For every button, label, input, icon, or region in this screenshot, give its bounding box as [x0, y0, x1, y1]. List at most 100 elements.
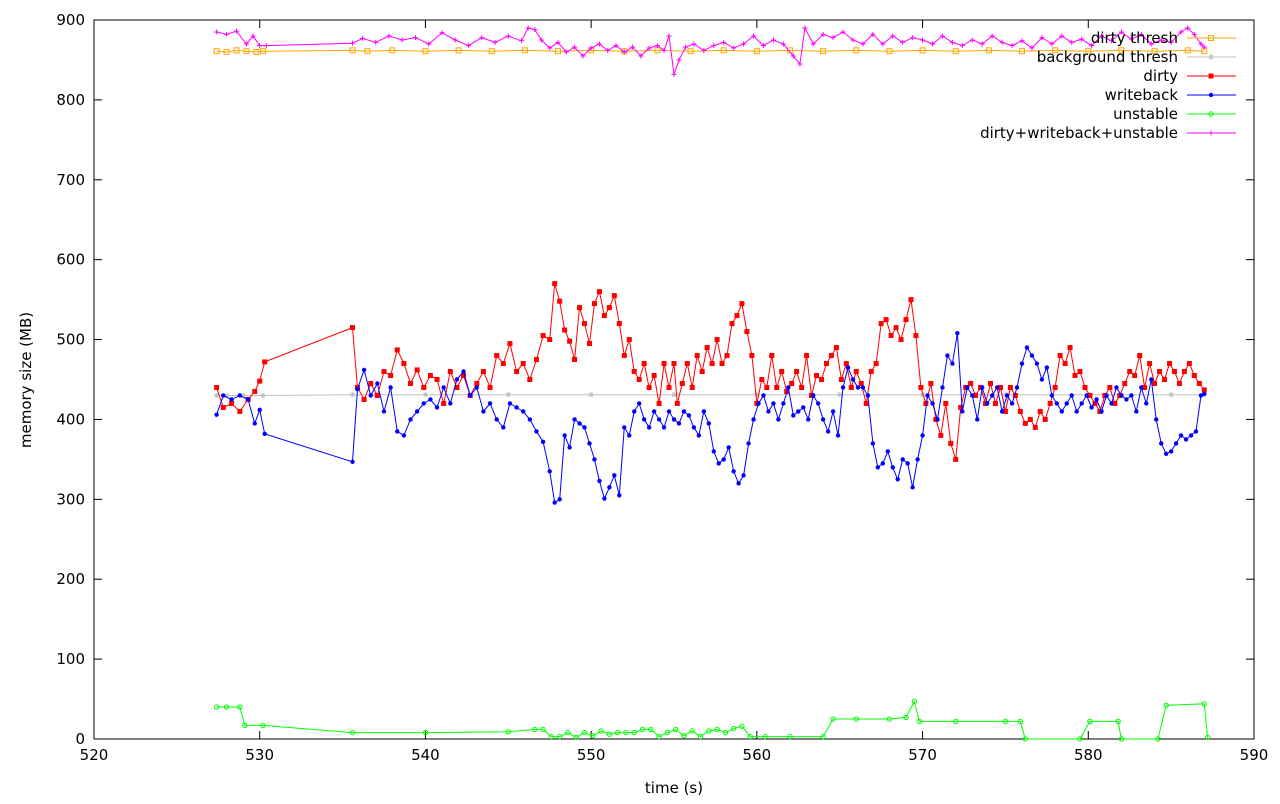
data-point	[811, 393, 816, 398]
series-line	[216, 394, 1205, 396]
data-point	[789, 380, 795, 386]
data-point	[602, 496, 607, 501]
data-point	[1069, 393, 1074, 398]
data-point	[850, 37, 856, 43]
data-point	[567, 445, 572, 450]
data-point	[532, 726, 538, 733]
data-point	[434, 405, 440, 410]
data-point	[412, 35, 418, 41]
data-point	[840, 385, 846, 390]
data-point	[1039, 377, 1045, 382]
data-point	[681, 733, 687, 739]
legend-marker	[1208, 111, 1214, 117]
data-point	[911, 698, 917, 705]
data-point	[630, 44, 636, 50]
data-point	[1168, 449, 1174, 454]
data-point	[257, 378, 263, 384]
data-point	[1114, 385, 1119, 390]
data-point	[480, 369, 486, 375]
data-point	[242, 722, 248, 729]
data-point	[388, 385, 393, 390]
data-point	[1132, 373, 1138, 379]
data-point	[786, 385, 791, 390]
data-point	[830, 35, 836, 41]
data-point	[1129, 393, 1134, 398]
data-point	[1017, 718, 1024, 725]
y-tick-label: 100	[56, 650, 85, 668]
data-point	[1017, 408, 1023, 414]
data-point	[540, 333, 546, 339]
data-point	[582, 321, 588, 327]
data-point	[1159, 441, 1164, 446]
data-point	[1027, 416, 1033, 422]
data-point	[985, 401, 990, 406]
data-point	[1079, 401, 1084, 406]
data-point	[213, 704, 220, 710]
data-point	[572, 417, 577, 422]
data-point	[868, 369, 874, 375]
data-point	[900, 39, 906, 45]
data-point	[1062, 361, 1068, 367]
data-point	[597, 478, 602, 484]
data-point	[616, 321, 622, 327]
data-point	[676, 57, 682, 63]
data-point	[955, 330, 960, 336]
data-point	[229, 397, 234, 402]
data-point	[399, 37, 405, 43]
data-point	[631, 369, 637, 375]
data-point	[605, 47, 611, 53]
data-point	[350, 325, 356, 331]
data-point	[1049, 393, 1055, 398]
data-point	[1108, 38, 1114, 44]
data-point	[973, 392, 979, 398]
data-point	[534, 429, 539, 434]
data-point	[878, 321, 884, 327]
data-point	[1124, 397, 1129, 402]
data-point	[939, 33, 945, 39]
data-point	[930, 41, 936, 47]
series-line	[216, 26, 1205, 75]
data-point	[1155, 736, 1161, 742]
data-point	[721, 457, 726, 462]
data-point	[1094, 397, 1099, 402]
data-point	[461, 373, 467, 379]
data-point	[880, 461, 885, 466]
data-point	[930, 401, 935, 406]
data-point	[1002, 718, 1009, 725]
data-point	[679, 380, 685, 386]
data-point	[890, 465, 895, 470]
data-point	[577, 421, 582, 426]
data-point	[234, 28, 240, 34]
data-point	[1115, 718, 1121, 725]
data-point	[487, 384, 493, 390]
data-point	[814, 373, 820, 379]
data-point	[1128, 36, 1134, 42]
data-point	[895, 477, 900, 482]
data-point	[548, 733, 555, 740]
data-point	[779, 369, 785, 375]
data-point	[368, 393, 373, 398]
data-point	[552, 500, 557, 505]
data-point	[898, 337, 904, 343]
data-point	[572, 357, 578, 363]
data-point	[731, 45, 737, 51]
data-point	[1052, 384, 1058, 390]
data-point	[999, 39, 1005, 45]
data-point	[676, 421, 682, 426]
y-tick-label: 900	[56, 11, 85, 29]
data-point	[711, 43, 717, 49]
data-point	[1191, 373, 1197, 379]
data-point	[997, 384, 1003, 390]
series-dirty-thresh	[213, 47, 1208, 55]
data-point	[1202, 391, 1207, 397]
data-point	[1019, 48, 1025, 55]
data-point	[555, 39, 561, 45]
data-point	[656, 417, 662, 422]
data-point	[681, 409, 687, 414]
legend-marker	[1208, 73, 1214, 79]
data-point	[614, 729, 621, 736]
data-point	[1042, 416, 1048, 422]
data-point	[825, 429, 831, 434]
data-point	[1178, 29, 1184, 35]
data-point	[835, 433, 841, 438]
